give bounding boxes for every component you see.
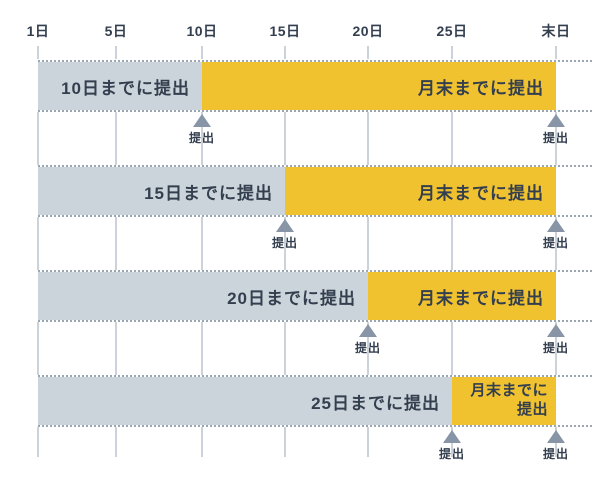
axis-ticks bbox=[0, 46, 600, 59]
row-1-gray-bar: 10日までに提出 bbox=[38, 62, 202, 110]
gridline bbox=[555, 217, 557, 270]
axis-tick bbox=[201, 46, 203, 59]
gridline bbox=[115, 427, 117, 457]
axis-tick bbox=[115, 46, 117, 59]
axis-tick bbox=[451, 46, 453, 59]
gridline bbox=[367, 217, 369, 270]
gridline bbox=[284, 427, 286, 457]
row-2-eom-marker-label: 提出 bbox=[542, 236, 570, 250]
gridline bbox=[115, 217, 117, 270]
axis-label-day1: 1日 bbox=[26, 23, 50, 39]
gridline bbox=[37, 217, 39, 270]
gridline bbox=[115, 112, 117, 165]
row-4-gray-bar: 25日までに提出 bbox=[38, 377, 452, 425]
axis-tick bbox=[367, 46, 369, 59]
gridline bbox=[451, 217, 453, 270]
row-4-deadline-triangle-up-icon bbox=[443, 430, 461, 443]
row-3-gray-bar: 20日までに提出 bbox=[38, 272, 368, 320]
row-2-eom-triangle-up-icon bbox=[547, 219, 565, 232]
row-2-yellow-bar: 月末までに提出 bbox=[285, 167, 556, 215]
gridline bbox=[555, 322, 557, 375]
gridline bbox=[37, 112, 39, 165]
row-3-band: 20日までに提出 月末までに提出 bbox=[38, 270, 592, 322]
gridline bbox=[115, 322, 117, 375]
row-3-yellow-bar: 月末までに提出 bbox=[368, 272, 556, 320]
row-3-eom-triangle-up-icon bbox=[547, 324, 565, 337]
axis-label-eom: 末日 bbox=[541, 23, 571, 39]
gridline bbox=[201, 217, 203, 270]
row-4-eom-triangle-up-icon bbox=[547, 430, 565, 443]
axis-tick bbox=[555, 46, 557, 59]
gridline bbox=[367, 112, 369, 165]
gridline-zone-gap2 bbox=[0, 217, 600, 270]
axis-label-day10: 10日 bbox=[186, 23, 218, 39]
gridline bbox=[37, 427, 39, 457]
axis-label-day5: 5日 bbox=[104, 23, 128, 39]
gridline bbox=[367, 427, 369, 457]
gridline-zone-gap1 bbox=[0, 112, 600, 165]
gridline bbox=[201, 322, 203, 375]
gridline bbox=[367, 322, 369, 375]
row-3-eom-marker-label: 提出 bbox=[542, 341, 570, 355]
row-2-gray-bar: 15日までに提出 bbox=[38, 167, 285, 215]
gridline-zone-gap4 bbox=[0, 427, 600, 457]
axis-tick bbox=[37, 46, 39, 59]
gridline-zone-gap3 bbox=[0, 322, 600, 375]
row-1-band: 10日までに提出 月末までに提出 bbox=[38, 60, 592, 112]
row-4-deadline-marker-label: 提出 bbox=[438, 447, 466, 461]
row-1-eom-triangle-up-icon bbox=[547, 114, 565, 127]
gridline bbox=[284, 322, 286, 375]
row-1-eom-marker-label: 提出 bbox=[542, 131, 570, 145]
row-1-deadline-marker-label: 提出 bbox=[188, 131, 216, 145]
gridline bbox=[555, 112, 557, 165]
row-4-band: 25日までに提出 月末までに 提出 bbox=[38, 375, 592, 427]
row-4-yellow-bar: 月末までに 提出 bbox=[452, 377, 556, 425]
gridline bbox=[37, 322, 39, 375]
row-4-yellow-bar-line2: 提出 bbox=[516, 401, 548, 418]
axis-label-day20: 20日 bbox=[352, 23, 384, 39]
row-3-deadline-triangle-up-icon bbox=[359, 324, 377, 337]
gridline bbox=[201, 112, 203, 165]
row-2-deadline-marker-label: 提出 bbox=[271, 236, 299, 250]
row-2-deadline-triangle-up-icon bbox=[276, 219, 294, 232]
gridline bbox=[284, 217, 286, 270]
row-4-yellow-bar-line1: 月末までに bbox=[470, 382, 548, 400]
gridline bbox=[451, 322, 453, 375]
gridline bbox=[284, 112, 286, 165]
gridline bbox=[201, 427, 203, 457]
axis-tick bbox=[284, 46, 286, 59]
row-3-deadline-marker-label: 提出 bbox=[354, 341, 382, 355]
row-1-yellow-bar: 月末までに提出 bbox=[202, 62, 556, 110]
gridline bbox=[451, 112, 453, 165]
row-2-band: 15日までに提出 月末までに提出 bbox=[38, 165, 592, 217]
axis-label-day15: 15日 bbox=[269, 23, 301, 39]
row-1-deadline-triangle-up-icon bbox=[193, 114, 211, 127]
row-4-eom-marker-label: 提出 bbox=[542, 447, 570, 461]
axis-label-day25: 25日 bbox=[436, 23, 468, 39]
